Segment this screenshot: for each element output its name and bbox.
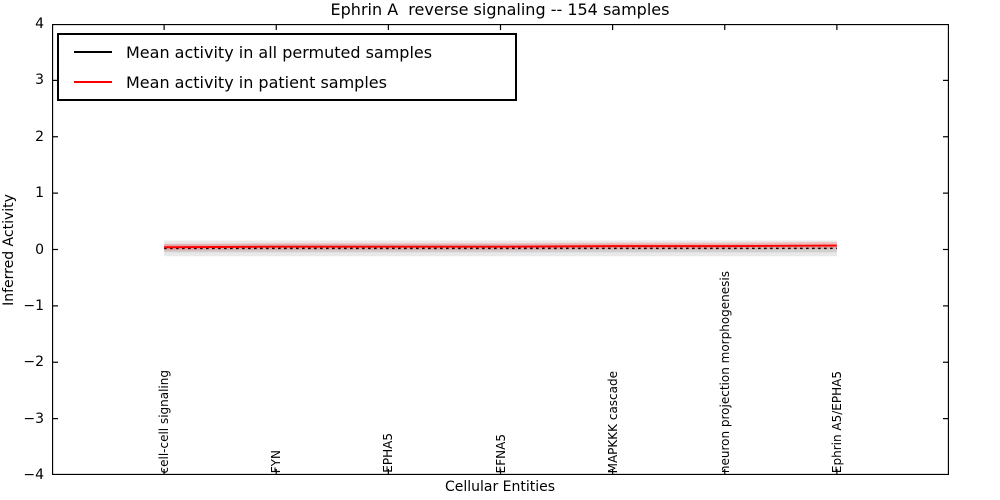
legend-item-permuted: Mean activity in all permuted samples (59, 43, 515, 62)
x-axis-label: Cellular Entities (444, 479, 556, 495)
y-tick-label: −3 (23, 410, 44, 427)
legend-label-permuted: Mean activity in all permuted samples (126, 42, 433, 62)
legend-label-patient: Mean activity in patient samples (126, 72, 387, 92)
y-tick-label: 3 (35, 72, 44, 89)
chart-title: Ephrin A reverse signaling -- 154 sample… (330, 0, 670, 19)
y-tick-label: −2 (23, 354, 44, 371)
legend-item-patient: Mean activity in patient samples (59, 73, 515, 92)
permuted-line-swatch-icon (74, 51, 112, 53)
legend: Mean activity in all permuted samples Me… (57, 33, 517, 101)
y-tick-label: 1 (35, 185, 44, 202)
y-tick-label: 0 (35, 241, 44, 258)
y-tick-label: 4 (35, 16, 44, 32)
y-tick-label: −1 (23, 297, 44, 314)
y-tick-label: 2 (35, 128, 44, 145)
y-tick-label: −4 (23, 467, 44, 483)
patient-line-swatch-icon (74, 81, 112, 83)
plot-area (52, 24, 949, 475)
